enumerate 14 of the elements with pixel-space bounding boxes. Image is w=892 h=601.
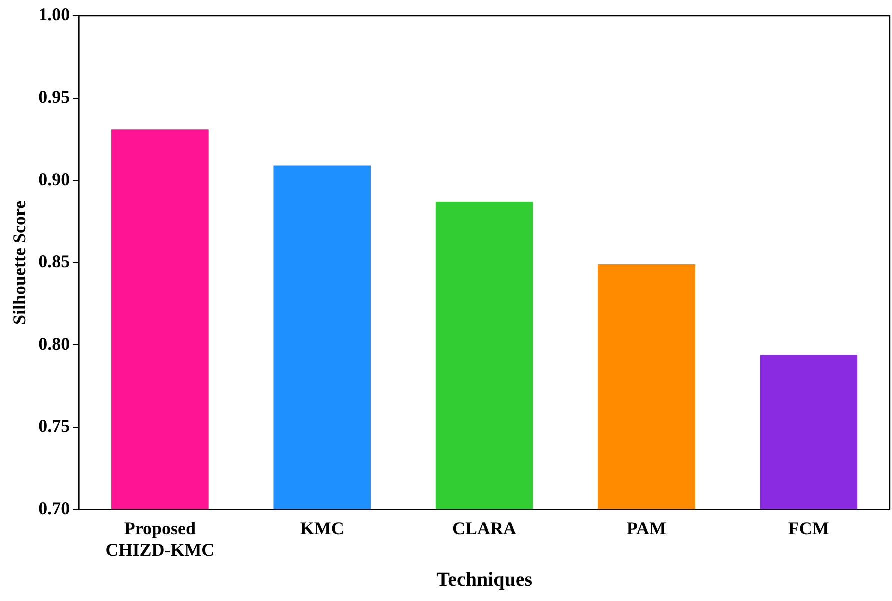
x-axis-title: Techniques [436,569,533,592]
y-tick-label: 0.75 [38,416,70,436]
y-tick-label: 0.80 [38,334,70,354]
x-tick-label: KMC [300,518,344,538]
y-tick-label: 1.00 [38,4,70,25]
y-tick-label: 0.95 [38,86,70,107]
x-tick-label: CLARA [452,518,517,538]
x-tick-label: Proposed CHIZD-KMC [106,518,215,560]
x-tick-label: FCM [788,518,830,538]
y-tick-label: 0.90 [38,169,70,190]
y-tick-label: 0.70 [38,498,70,518]
x-tick-label: PAM [626,518,667,538]
y-axis-title: Silhouette Score [9,200,30,325]
y-tick-label: 0.85 [38,252,70,272]
